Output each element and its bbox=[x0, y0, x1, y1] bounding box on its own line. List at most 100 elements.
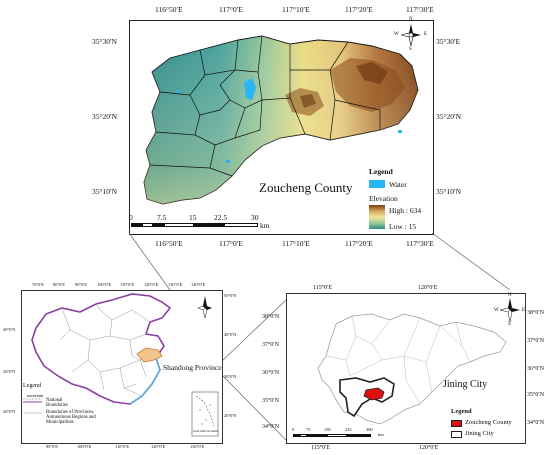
north-letter-e: E bbox=[424, 32, 428, 37]
shandong-label: Shandong Province bbox=[163, 363, 222, 372]
lon-label: 115°0′E bbox=[311, 445, 331, 451]
lon-label: 115°0′E bbox=[313, 285, 333, 291]
lon-label: 120°0′E bbox=[419, 445, 439, 451]
lat-label: 38°0′N bbox=[262, 314, 280, 320]
scale-label: 30 bbox=[251, 213, 259, 222]
inset-caption: South China Sea Islands bbox=[193, 430, 219, 433]
lon-label: 100°0′E bbox=[77, 444, 92, 449]
lat-label: 35°30′N bbox=[92, 37, 118, 46]
lon-label: 100°0′E bbox=[97, 282, 112, 287]
scale-unit: km bbox=[378, 432, 384, 437]
lon-label: 130°0′E bbox=[168, 282, 183, 287]
lat-label: 35°10′N bbox=[92, 187, 118, 196]
elevation-label: Elevation bbox=[369, 194, 398, 203]
jining-city-swatch bbox=[451, 431, 462, 438]
china-legend-item-provinces: Boundaries of Provinces, Autonomous Regi… bbox=[46, 410, 96, 426]
scale-label: 22.5 bbox=[214, 213, 228, 222]
scale-label: 0 bbox=[292, 427, 295, 432]
lon-label: 120°0′E bbox=[418, 285, 438, 291]
lon-label: 120°0′E bbox=[144, 282, 159, 287]
scale-bar bbox=[131, 223, 266, 228]
shandong-province bbox=[136, 347, 163, 363]
lat-label: 35°30′E bbox=[436, 37, 461, 46]
legend-title: Legend bbox=[369, 167, 393, 176]
lat-label: 34°0′N bbox=[527, 420, 545, 426]
zoucheng-title: Zoucheng County bbox=[259, 180, 353, 195]
jining-title: Jining City bbox=[443, 379, 488, 390]
lat-label: 36°0′N bbox=[262, 370, 280, 376]
lat-label: 30°0′N bbox=[224, 374, 237, 379]
scale-label: 75 bbox=[306, 427, 311, 432]
water-body bbox=[226, 160, 230, 163]
lat-label: 35°10′N bbox=[436, 187, 462, 196]
lat-label: 36°0′N bbox=[527, 366, 545, 372]
lon-label: 90°0′E bbox=[46, 444, 58, 449]
water-swatch bbox=[369, 180, 385, 188]
lon-label: 117°0′E bbox=[219, 239, 243, 248]
lat-label: 35°20′N bbox=[436, 112, 462, 121]
zoucheng-county-swatch bbox=[451, 420, 462, 427]
zoucheng-county-area bbox=[363, 387, 385, 401]
lon-label: 117°10′E bbox=[282, 239, 310, 248]
scale-label: 300 bbox=[366, 427, 373, 432]
lat-label: 20°0′N bbox=[3, 409, 16, 414]
lon-label: 117°30′E bbox=[406, 239, 434, 248]
lon-label: 117°10′E bbox=[282, 5, 310, 14]
scale-label: 15 bbox=[189, 213, 197, 222]
uncertain-label: uncertain bbox=[27, 393, 44, 398]
lat-label: 35°0′N bbox=[527, 392, 545, 398]
lat-label: 20°0′N bbox=[224, 413, 237, 418]
jining-scale-bar bbox=[293, 434, 377, 438]
north-letter-s: S bbox=[409, 47, 412, 52]
north-letter-s: S bbox=[508, 322, 511, 327]
lat-label: 37°0′N bbox=[527, 338, 545, 344]
elevation-low: Low : 15 bbox=[389, 222, 417, 231]
lon-label: 70°0′E bbox=[32, 282, 44, 287]
lon-label: 90°0′E bbox=[75, 282, 87, 287]
elevation-ramp bbox=[369, 205, 385, 229]
scale-label: 150 bbox=[324, 427, 331, 432]
north-letter-n: N bbox=[409, 17, 413, 22]
lat-label: 50°0′N bbox=[224, 293, 237, 298]
water-label: Water bbox=[389, 180, 407, 189]
water-body bbox=[176, 90, 179, 93]
lon-label: 117°20′E bbox=[345, 5, 373, 14]
water-body bbox=[398, 130, 402, 133]
lat-label: 40°0′N bbox=[224, 332, 237, 337]
china-legend-item-national: National Boundaries bbox=[46, 398, 68, 409]
lon-label: 140°0′E bbox=[191, 282, 206, 287]
lon-label: 110°0′E bbox=[115, 444, 130, 449]
lon-label: 116°50′E bbox=[155, 5, 183, 14]
scale-unit: km bbox=[260, 221, 270, 230]
scale-label: 7.5 bbox=[157, 213, 167, 222]
lon-label: 116°50′E bbox=[155, 239, 183, 248]
lon-label: 117°30′E bbox=[406, 5, 434, 14]
water-body bbox=[244, 78, 256, 100]
lat-label: 40°0′N bbox=[3, 327, 16, 332]
lat-label: 30°0′N bbox=[3, 369, 16, 374]
lat-label: 35°20′N bbox=[92, 112, 118, 121]
lat-label: 35°0′N bbox=[262, 398, 280, 404]
lon-label: 117°20′E bbox=[345, 239, 373, 248]
north-letter-w: W bbox=[494, 308, 499, 313]
jining-legend-title: Legend bbox=[451, 408, 472, 415]
lat-label: 38°0′N bbox=[527, 310, 545, 316]
north-letter-w: W bbox=[394, 32, 399, 37]
elevation-high: High : 634 bbox=[389, 206, 422, 215]
jining-city-legend-label: Jining City bbox=[465, 430, 494, 437]
lon-label: 117°0′E bbox=[219, 5, 243, 14]
lon-label: 80°0′E bbox=[53, 282, 65, 287]
lat-label: 34°0′N bbox=[262, 424, 280, 430]
lat-label: 37°0′N bbox=[262, 342, 280, 348]
north-letter-e: E bbox=[522, 308, 526, 313]
scale-label: 0 bbox=[129, 213, 133, 222]
lon-label: 130°0′E bbox=[190, 444, 205, 449]
scale-label: 225 bbox=[345, 427, 352, 432]
lon-label: 120°0′E bbox=[151, 444, 166, 449]
zoucheng-county-legend-label: Zoucheng County bbox=[465, 419, 512, 426]
north-arrow: N S W E bbox=[394, 17, 428, 52]
